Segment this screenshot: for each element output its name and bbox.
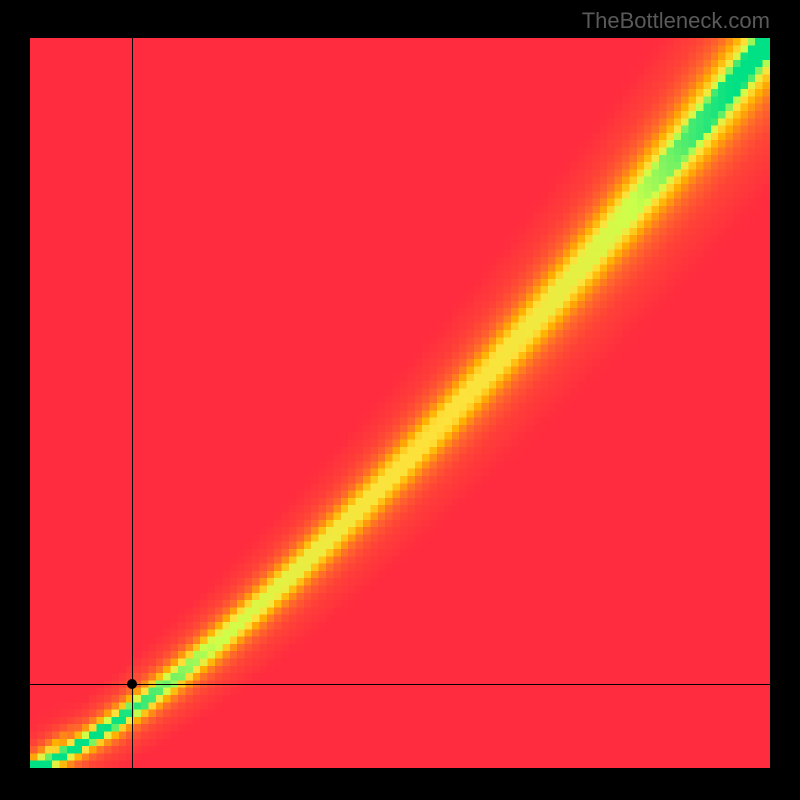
crosshair-marker [127,679,137,689]
watermark-text: TheBottleneck.com [582,8,770,34]
crosshair-vertical [132,38,133,768]
crosshair-horizontal [30,684,770,685]
bottleneck-heatmap [30,38,770,768]
heatmap-canvas [30,38,770,768]
